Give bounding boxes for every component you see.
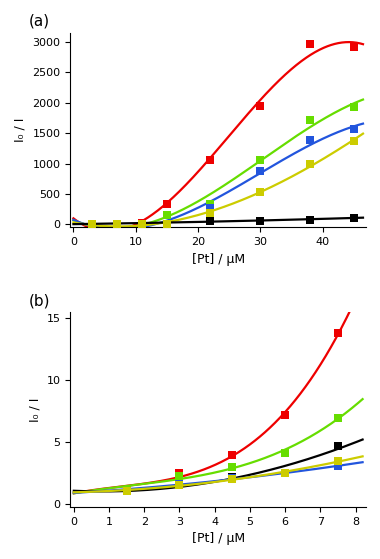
Text: (b): (b) [29, 293, 51, 309]
Y-axis label: I₀ / I: I₀ / I [28, 397, 41, 421]
X-axis label: [Pt] / μM: [Pt] / μM [192, 253, 245, 266]
X-axis label: [Pt] / μM: [Pt] / μM [192, 532, 245, 545]
Y-axis label: I₀ / I: I₀ / I [14, 118, 27, 142]
Text: (a): (a) [29, 14, 50, 29]
